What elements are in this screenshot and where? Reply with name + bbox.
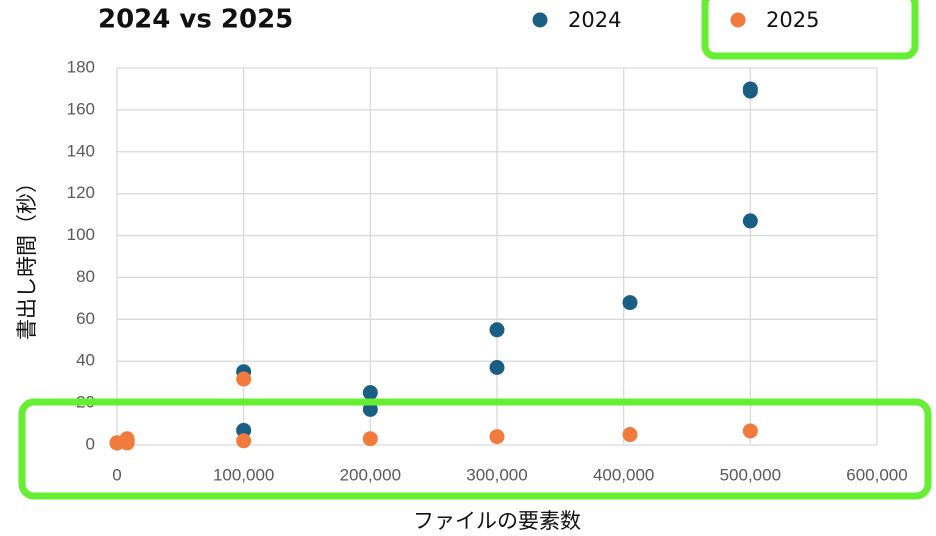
y-tick-label: 0 [86,434,95,453]
highlight-box [18,398,932,500]
legend-label: 2024 [568,8,621,32]
data-point [622,295,638,311]
data-point [489,322,505,338]
y-tick-label: 120 [67,183,95,202]
x-tick-label: 100,000 [213,465,274,484]
legend-marker [730,12,746,28]
data-point [236,371,252,387]
y-tick-label: 60 [76,309,95,328]
y-tick-label: 80 [76,267,95,286]
data-point [742,213,758,229]
data-point [622,427,638,443]
y-tick-label: 40 [76,351,95,370]
y-tick-label: 180 [67,57,95,76]
y-axis-label: 書出し時間（秒） [15,172,39,340]
y-tick-label: 160 [67,99,95,118]
highlight-box [701,0,919,60]
legend-marker [532,12,548,28]
data-point [236,433,252,449]
x-tick-label: 300,000 [466,465,527,484]
y-tick-label: 100 [67,225,95,244]
data-point [119,435,135,451]
data-point [236,422,252,438]
x-tick-label: 200,000 [340,465,401,484]
legend-label: 2025 [766,8,819,32]
data-point [362,401,378,417]
data-point [742,83,758,99]
data-point [742,423,758,439]
chart-title: 2024 vs 2025 [98,5,293,35]
y-tick-label: 140 [67,141,95,160]
x-tick-label: 500,000 [720,465,781,484]
x-tick-label: 600,000 [846,465,907,484]
data-point [489,360,505,376]
data-point [489,429,505,445]
data-point [362,385,378,401]
x-tick-label: 0 [112,465,121,484]
x-axis-label: ファイルの要素数 [413,509,581,533]
data-point [362,431,378,447]
x-tick-label: 400,000 [593,465,654,484]
